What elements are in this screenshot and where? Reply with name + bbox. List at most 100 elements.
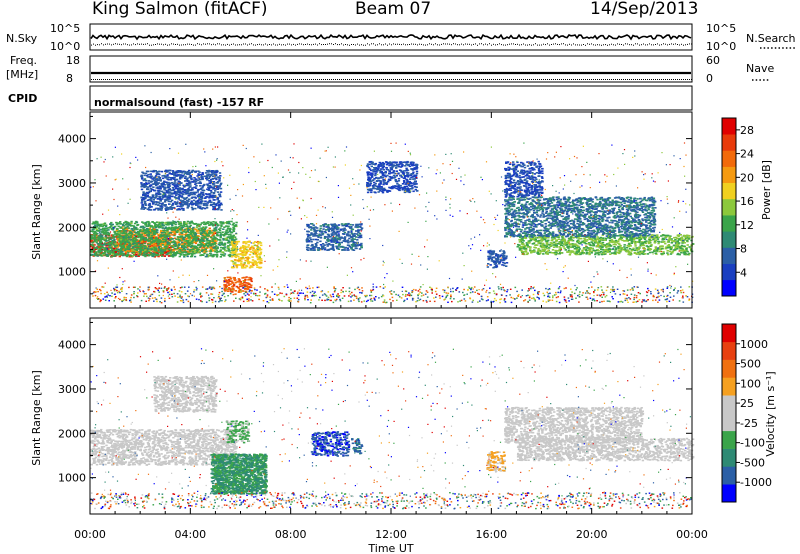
nave-dot	[359, 79, 360, 80]
nave-dot	[235, 79, 236, 80]
nave-dot	[159, 79, 160, 80]
nave-dot	[169, 79, 170, 80]
nsearch-dot	[685, 44, 686, 46]
nsearch-dot	[669, 43, 670, 45]
nsearch-dot	[629, 44, 630, 46]
nave-dot	[365, 79, 366, 80]
velocity-colorbar-swatch	[722, 395, 736, 414]
nsearch-dot	[565, 44, 566, 46]
nave-dot	[499, 79, 500, 80]
nsearch-dot	[423, 44, 424, 46]
nave-dot	[507, 79, 508, 80]
nsearch-dot	[409, 44, 410, 45]
nsearch-dot	[547, 43, 548, 45]
nsearch-dot	[271, 44, 272, 46]
nave-dot	[467, 79, 468, 80]
nave-dot	[605, 79, 606, 80]
nave-dot	[483, 79, 484, 80]
velocity-colorbar-tick-label: 100	[740, 377, 761, 390]
nave-label: Nave	[746, 62, 774, 75]
nsearch-dot	[615, 44, 616, 46]
nave-dot	[171, 79, 172, 80]
power-colorbar-swatch	[722, 215, 736, 232]
nsearch-dot	[579, 44, 580, 46]
nsearch-dot	[597, 44, 598, 46]
nave-dot	[627, 79, 628, 80]
nave-dot	[313, 79, 314, 80]
power-colorbar-swatch	[722, 247, 736, 264]
nave-dot	[515, 79, 516, 80]
nave-dot	[109, 79, 110, 80]
nave-dot	[639, 79, 640, 80]
nsearch-dot	[95, 44, 96, 46]
nave-dot	[225, 79, 226, 80]
nave-dot	[361, 79, 362, 80]
nsearch-dot	[185, 44, 186, 46]
nave-dot	[455, 79, 456, 80]
nave-dot	[137, 79, 138, 80]
velocity-colorbar-swatch	[722, 324, 736, 343]
nave-dot	[643, 79, 644, 80]
nave-dot	[337, 79, 338, 80]
nave-dot	[273, 79, 274, 80]
nsearch-dot	[405, 44, 406, 46]
nsearch-dot	[291, 44, 292, 46]
nsearch-dot	[197, 43, 198, 45]
velocity-colorbar-tick-label: -25	[740, 417, 758, 430]
nsearch-dot	[373, 43, 374, 45]
velocity-colorbar-swatch	[722, 430, 736, 449]
nave-dot	[407, 79, 408, 80]
nsearch-dot	[205, 43, 206, 45]
nave-dot	[351, 79, 352, 80]
nsearch-dot	[339, 44, 340, 46]
nave-dot	[279, 79, 280, 80]
nsearch-dot	[281, 44, 282, 46]
power-colorbar-tick-label: 16	[740, 195, 754, 208]
nave-dot	[237, 79, 238, 80]
nave-dot	[309, 79, 310, 80]
nave-dot	[433, 79, 434, 80]
nave-dot	[459, 79, 460, 80]
freq-trace	[91, 71, 692, 80]
nsearch-dot	[637, 43, 638, 45]
nsearch-dot	[283, 44, 284, 46]
nave-dot	[121, 79, 122, 80]
cpid-panel-frame	[89, 85, 693, 111]
nsearch-dot	[241, 44, 242, 46]
velocity-heatmap	[90, 348, 695, 510]
nave-dot	[675, 79, 676, 80]
power-feature	[90, 220, 238, 258]
nsearch-dot	[435, 43, 436, 45]
nsearch-dot	[643, 43, 644, 45]
nave-dot	[189, 79, 190, 80]
power-feature	[366, 160, 419, 194]
nave-dot	[117, 79, 118, 80]
velocity-colorbar-swatch	[722, 359, 736, 378]
nave-dot	[277, 79, 278, 80]
nave-dot	[679, 79, 680, 80]
freq-label: Freq.	[10, 54, 37, 67]
nsearch-dot	[527, 44, 528, 46]
nsearch-dot	[199, 43, 200, 45]
nsearch-dot	[471, 44, 472, 46]
nsearch-dot	[379, 43, 380, 45]
nave-dot	[525, 79, 526, 80]
nsearch-dot	[363, 44, 364, 46]
nave-dot	[211, 79, 212, 80]
nave-dot	[129, 79, 130, 80]
nave-dot	[613, 79, 614, 80]
nave-dot	[397, 79, 398, 80]
nave-dot	[681, 79, 682, 80]
station-title: King Salmon (fitACF)	[92, 0, 268, 19]
nsearch-dot	[193, 44, 194, 46]
power-colorbar-swatch	[722, 198, 736, 216]
nave-dot	[501, 79, 502, 80]
nave-dot	[349, 79, 350, 80]
power-colorbar-swatch	[722, 166, 736, 183]
nsearch-dot	[101, 43, 102, 45]
velocity-colorbar-swatch	[722, 484, 736, 503]
nave-dot	[243, 79, 244, 80]
nsearch-dot	[683, 44, 684, 46]
nsearch-dot	[589, 43, 590, 45]
